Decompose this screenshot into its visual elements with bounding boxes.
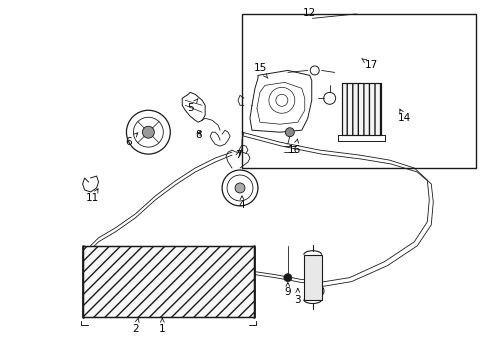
Text: 1: 1	[159, 318, 166, 334]
Circle shape	[235, 183, 245, 193]
Circle shape	[285, 128, 294, 137]
Text: 4: 4	[239, 196, 245, 210]
Bar	[242, 14, 476, 168]
Bar	[342, 84, 382, 135]
Bar	[83, 246, 254, 318]
Text: 12: 12	[303, 8, 317, 18]
Text: 8: 8	[195, 130, 201, 140]
Text: 2: 2	[132, 318, 139, 334]
Bar	[342, 84, 382, 135]
Circle shape	[143, 126, 154, 138]
Text: 10: 10	[313, 280, 326, 297]
Text: 11: 11	[86, 189, 99, 203]
Text: 17: 17	[362, 59, 378, 71]
Text: 7: 7	[235, 150, 242, 160]
Text: 5: 5	[187, 99, 198, 113]
Circle shape	[284, 274, 292, 282]
Text: 15: 15	[253, 63, 268, 78]
Bar	[304, 255, 322, 300]
Text: 13: 13	[358, 83, 371, 97]
Text: 3: 3	[294, 288, 301, 305]
Bar	[83, 246, 254, 318]
Text: 6: 6	[125, 133, 138, 147]
Text: 9: 9	[285, 283, 291, 297]
Text: 16: 16	[288, 139, 301, 155]
Text: 14: 14	[398, 109, 411, 123]
